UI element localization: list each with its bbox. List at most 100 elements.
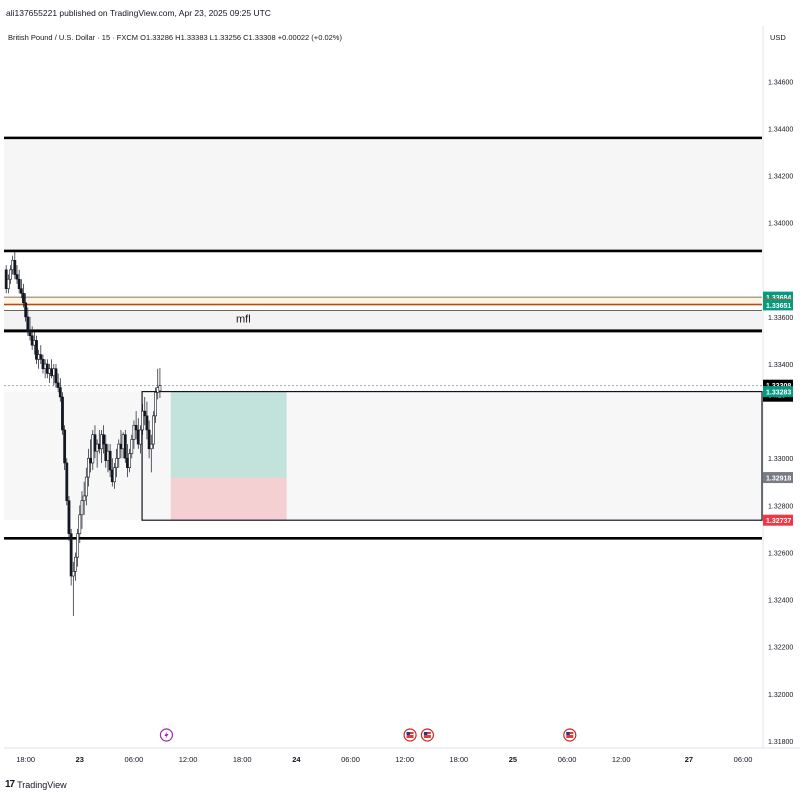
candle-body [158,385,162,392]
time-tick-label: 18:00 [449,755,468,764]
candle-body [6,278,10,289]
candle-body [63,429,67,464]
price-label-text: 1.33651 [766,303,791,310]
symbol-legend[interactable]: British Pound / U.S. Dollar · 15 · FXCM … [8,33,342,42]
price-tick-label: 1.32800 [768,503,793,510]
tradingview-mark-icon: 17 [5,779,15,790]
candle-body [128,453,132,468]
price-label-text: 1.33684 [766,295,791,302]
position-target-zone [170,391,287,478]
candle-body [28,330,32,337]
candle-body [82,495,86,501]
publisher-line: ali137655221 published on TradingView.co… [6,8,271,18]
time-tick-label: 25 [509,755,517,764]
candle-body [145,415,149,431]
price-label-box [763,514,793,526]
candle-body [147,429,151,450]
candle-body [58,387,62,398]
time-tick-label: 24 [292,755,301,764]
candle-body [117,443,121,459]
time-tick-label: 12:00 [612,755,631,764]
price-tick-label: 1.31800 [768,739,793,746]
candle-body [13,260,17,275]
candle-body [78,514,82,534]
candle-body [154,391,158,417]
price-label-box [763,291,793,303]
time-tick-label: 06:00 [341,755,360,764]
candle-body [149,443,153,450]
candle-body [76,533,80,558]
price-tick-label: 1.33600 [768,315,793,322]
price-tick-label: 1.32000 [768,692,793,699]
candle-body [87,457,90,478]
time-tick-label: 18:00 [16,755,35,764]
price-label-text: 1.32737 [766,518,791,525]
candle-body [130,439,134,454]
price-tick-label: 1.34200 [768,174,793,181]
time-tick-label: 12:00 [179,755,198,764]
candle-body [61,396,64,431]
price-tick-label: 1.34000 [768,221,793,228]
time-tick-label: 06:00 [125,755,144,764]
candle-body [24,302,28,318]
price-label-box [763,299,793,311]
annotation-text: mfl [236,313,251,325]
price-zone [4,137,762,251]
time-tick-label: 23 [76,755,84,764]
candle-body [17,278,21,289]
brand-name: TradingView [17,779,67,790]
candle-body [56,382,60,388]
price-tick-label: 1.32600 [768,550,793,557]
candle-body [132,424,136,440]
candle-body [93,434,97,452]
time-tick-label: 27 [685,755,693,764]
flag-canton [423,732,428,735]
candle-body [67,500,71,534]
flag-canton [566,732,570,735]
candle-body [74,556,77,572]
candle-body [22,293,25,304]
time-tick-label: 12:00 [395,755,414,764]
range-rectangle [141,390,763,521]
candle-body [102,434,106,445]
price-tick-label: 1.33400 [768,362,793,369]
price-label-box [763,386,793,398]
candle-body [69,533,73,577]
candle-body [123,434,127,459]
price-zone [4,297,762,305]
price-tick-label: 1.33000 [768,456,793,463]
candle-body [26,316,30,332]
price-tick-label: 1.32200 [768,645,793,652]
candle-body [71,571,75,577]
time-tick-label: 06:00 [558,755,577,764]
price-tick-label: 1.34400 [768,126,793,133]
candle-body [141,410,145,431]
candle-body [143,410,147,417]
price-zone [4,310,762,330]
lightning-icon [164,731,169,739]
candle-body [39,354,43,360]
price-label-text: 1.32918 [766,476,791,483]
time-tick-label: 18:00 [233,755,252,764]
candle-body [54,368,58,384]
price-label-box [763,472,793,484]
position-stop-zone [170,477,287,521]
candle-body [9,269,12,280]
candle-body [19,288,23,294]
currency-label[interactable]: USD [770,33,786,42]
candle-body [65,462,69,501]
candle-body [152,415,155,445]
price-tick-label: 1.32400 [768,598,793,605]
candle-body [15,274,19,280]
price-label-text: 1.33283 [766,390,791,397]
flag-canton [406,732,411,735]
candle-body [108,450,112,471]
candle-body [139,429,142,445]
candle-body [84,476,88,497]
time-tick-label: 06:00 [734,755,753,764]
candle-body [35,340,38,360]
candle-body [134,424,138,431]
candle-body [80,500,84,516]
tradingview-logo: 17 TradingView [5,779,67,790]
